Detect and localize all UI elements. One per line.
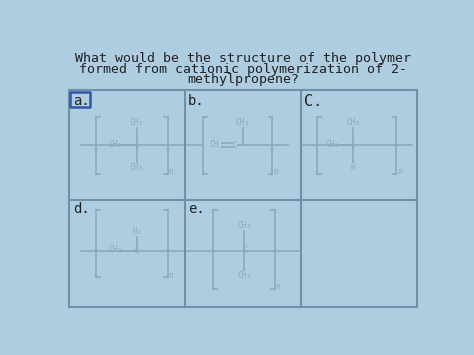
Text: n: n: [397, 167, 402, 176]
Text: n: n: [169, 271, 173, 280]
Text: CH₃: CH₃: [237, 272, 251, 280]
Text: H: H: [351, 163, 356, 172]
Text: n: n: [275, 282, 280, 291]
Text: e.: e.: [188, 202, 205, 216]
Bar: [70, 92, 90, 107]
Text: CH₂: CH₂: [108, 245, 122, 254]
Text: C: C: [242, 246, 247, 255]
Text: C: C: [135, 141, 139, 149]
Text: CH₃: CH₃: [237, 220, 251, 230]
Text: What would be the structure of the polymer: What would be the structure of the polym…: [75, 52, 411, 65]
Text: a.: a.: [73, 94, 90, 108]
Text: H₂: H₂: [132, 227, 141, 236]
Text: CH₃: CH₃: [130, 118, 144, 127]
Text: C.: C.: [304, 94, 322, 109]
Text: methylpropene?: methylpropene?: [187, 73, 299, 86]
Text: d.: d.: [73, 202, 90, 216]
Text: CH₂: CH₂: [108, 140, 122, 149]
Text: n: n: [169, 167, 173, 176]
Text: C: C: [232, 141, 237, 149]
Text: C: C: [351, 141, 356, 149]
Text: CH₂: CH₂: [326, 140, 340, 149]
Text: CH₃: CH₃: [346, 118, 360, 127]
Text: formed from cationic polymerization of 2-: formed from cationic polymerization of 2…: [79, 62, 407, 76]
Text: CH₃: CH₃: [130, 163, 144, 172]
Bar: [69, 90, 417, 307]
Text: CH₃: CH₃: [236, 118, 250, 127]
Text: n: n: [273, 167, 278, 176]
Text: CH: CH: [210, 140, 219, 149]
Text: C: C: [135, 246, 139, 255]
Text: b.: b.: [188, 94, 205, 108]
